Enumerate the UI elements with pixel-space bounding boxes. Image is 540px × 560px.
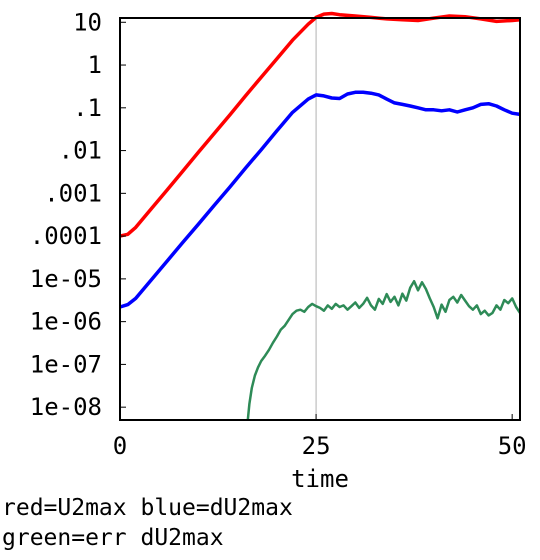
series-green-line [246, 279, 522, 421]
x-tick-label: 0 [113, 432, 127, 460]
y-tick-label: 1e-06 [30, 308, 102, 336]
legend-caption-line-2: green=err dU2max [2, 525, 224, 551]
y-tick-label: 1e-08 [30, 393, 102, 421]
series-blue-line [119, 90, 521, 309]
x-axis-label: time [291, 465, 349, 493]
x-tick-label: 25 [302, 432, 331, 460]
legend-caption-line-1: red=U2max blue=dU2max [2, 495, 293, 521]
y-tick-label: .1 [73, 94, 102, 122]
series-red-line [119, 11, 521, 238]
y-tick-label: 1 [88, 51, 102, 79]
x-tick-label: 50 [498, 432, 527, 460]
y-tick-label: .0001 [30, 222, 102, 250]
plot-frame [119, 17, 521, 421]
y-tick-label: .01 [59, 137, 102, 165]
y-tick-label: 1e-07 [30, 350, 102, 378]
y-tick-label: 10 [73, 8, 102, 36]
y-tick-label: .001 [44, 179, 102, 207]
y-tick-label: 1e-05 [30, 265, 102, 293]
chart: 0 25 50 10 1 .1 .01 .001 .0001 1e-05 1e-06 1e-07 1e-… [30, 8, 527, 493]
